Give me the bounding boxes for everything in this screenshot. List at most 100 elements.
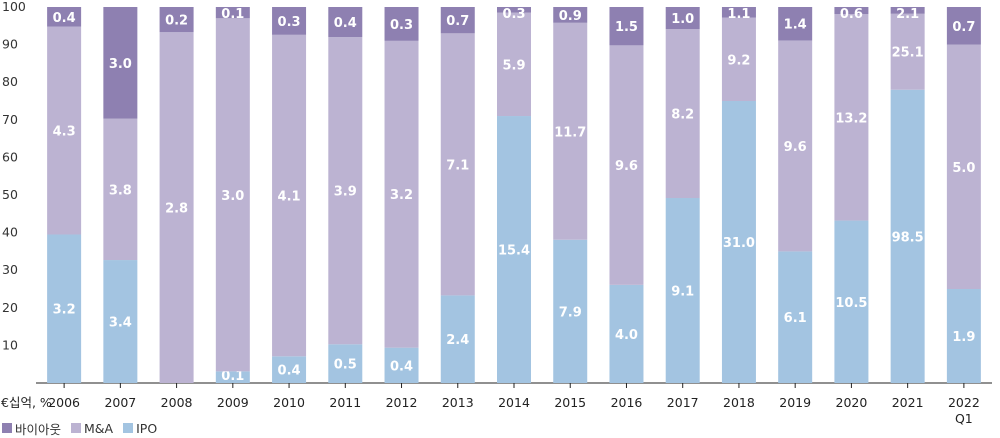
bar-segment-buyout: [215, 7, 250, 19]
data-label-mna: 9.6: [784, 140, 807, 155]
y-tick-label: 60: [2, 149, 18, 164]
bar-segment-buyout: [328, 7, 363, 38]
data-label-mna: 3.8: [109, 183, 132, 198]
data-label-ipo: 0.4: [390, 359, 413, 374]
x-tick-label: 2020: [836, 395, 868, 410]
x-tick-label: 2018: [723, 395, 755, 410]
data-label-mna: 4.3: [53, 125, 76, 140]
bar-segment-ipo: [272, 356, 307, 383]
data-label-buyout: 1.5: [615, 20, 638, 35]
bar-segment-buyout: [553, 7, 588, 23]
data-label-ipo: 1.9: [952, 330, 975, 345]
bar-segment-buyout: [890, 7, 925, 14]
bar-segment-mna: [834, 14, 869, 221]
data-label-mna: 13.2: [835, 111, 867, 126]
data-label-buyout: 0.6: [840, 7, 863, 22]
data-label-ipo: 9.1: [671, 285, 694, 300]
bar-segment-buyout: [440, 7, 475, 34]
bar-segment-ipo: [609, 284, 644, 383]
data-label-ipo: 7.9: [559, 305, 582, 320]
bar-segment-buyout: [103, 7, 138, 119]
data-label-buyout: 1.0: [671, 12, 694, 27]
bar-segment-ipo: [215, 371, 250, 383]
legend-swatch-ipo: [123, 423, 134, 433]
bar-segment-mna: [328, 37, 363, 345]
bar-segment-ipo: [946, 289, 981, 383]
data-label-mna: 7.1: [446, 158, 469, 173]
data-label-mna: 5.9: [502, 58, 525, 73]
bar-segment-mna: [497, 12, 531, 117]
data-label-buyout: 0.9: [559, 9, 582, 24]
bar-segment-buyout: [47, 7, 82, 27]
bar-segment-mna: [946, 44, 981, 289]
bar-segment-mna: [553, 22, 588, 240]
bar-segment-mna: [272, 34, 307, 357]
x-tick-label: 2021: [892, 395, 924, 410]
bar-segment-ipo: [721, 101, 756, 383]
bar-segment-buyout: [665, 7, 700, 30]
data-label-buyout: 0.4: [334, 16, 357, 31]
data-label-ipo: 2.4: [446, 333, 469, 348]
bar-segment-ipo: [440, 295, 475, 383]
data-label-buyout: 3.0: [109, 57, 132, 72]
x-tick-label: 2014: [498, 395, 530, 410]
bar-segment-buyout: [272, 7, 307, 35]
y-tick-label: 40: [2, 225, 18, 240]
bar-segment-mna: [159, 32, 194, 383]
x-tick-label: 2009: [217, 395, 249, 410]
data-label-ipo: 3.2: [53, 303, 76, 318]
x-tick-sublabel: Q1: [955, 411, 973, 426]
data-label-buyout: 2.1: [896, 7, 919, 22]
legend-item-ipo: IPO: [123, 421, 157, 436]
data-label-buyout: 0.1: [221, 7, 244, 22]
bar-segment-buyout: [778, 7, 813, 41]
legend-label-buyout: 바이아웃: [15, 421, 62, 437]
legend-swatch-mna: [71, 423, 82, 433]
data-label-ipo: 98.5: [892, 230, 924, 245]
x-tick-label: 2012: [386, 395, 418, 410]
data-label-mna: 3.9: [334, 185, 357, 200]
data-label-ipo: 6.1: [784, 311, 807, 326]
bar-segment-ipo: [665, 198, 700, 383]
unit-label: €십억, %: [1, 395, 52, 410]
bar-segment-ipo: [834, 220, 869, 383]
bar-segment-buyout: [159, 7, 194, 33]
bar-segment-ipo: [778, 251, 813, 383]
data-label-buyout: 0.7: [446, 14, 469, 29]
data-label-mna: 11.7: [554, 125, 586, 140]
data-label-mna: 9.6: [615, 159, 638, 174]
legend-item-buyout: 바이아웃: [2, 419, 61, 438]
x-tick-label: 2015: [554, 395, 586, 410]
y-tick-label: 50: [2, 187, 18, 202]
bar-segment-mna: [440, 33, 475, 296]
bar-segment-ipo: [497, 116, 531, 383]
data-label-mna: 3.2: [390, 188, 413, 203]
bar-segment-ipo: [47, 234, 82, 383]
bar-segment-mna: [103, 118, 138, 261]
x-tick-label: 2022: [948, 395, 980, 410]
data-label-ipo: 10.5: [835, 296, 867, 311]
bar-segment-ipo: [890, 89, 925, 383]
data-label-ipo: 0.4: [278, 364, 301, 379]
bar-segment-ipo: [328, 344, 363, 383]
y-tick-label: 80: [2, 74, 18, 89]
x-tick-label: 2008: [161, 395, 193, 410]
y-tick-label: 20: [2, 300, 18, 315]
bar-segment-mna: [665, 29, 700, 199]
bar-segment-mna: [721, 17, 756, 101]
data-label-buyout: 0.3: [502, 7, 525, 22]
data-label-mna: 4.1: [278, 190, 301, 205]
data-label-buyout: 0.3: [390, 18, 413, 33]
data-label-ipo: 4.0: [615, 328, 638, 343]
x-tick-label: 2010: [273, 395, 305, 410]
data-label-mna: 25.1: [892, 46, 924, 61]
data-label-ipo: 15.4: [498, 244, 530, 259]
x-tick-label: 2017: [667, 395, 699, 410]
y-tick-label: 30: [2, 262, 18, 277]
data-label-buyout: 0.4: [53, 11, 76, 26]
legend: 바이아웃 M&A IPO: [2, 419, 157, 438]
data-label-mna: 2.8: [165, 202, 188, 217]
data-label-ipo: 0.1: [221, 369, 244, 384]
bar-segment-ipo: [384, 347, 419, 383]
